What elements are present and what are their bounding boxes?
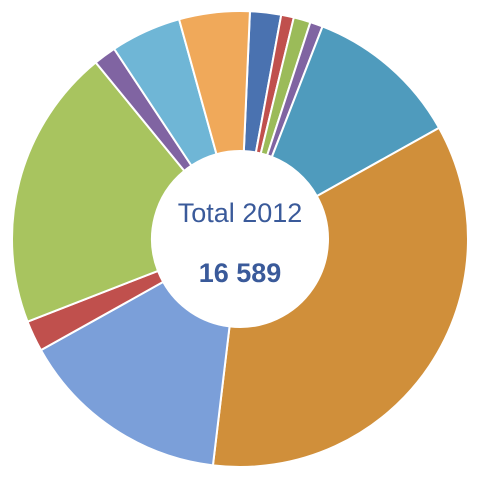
center-total-value: 16 589 bbox=[199, 258, 282, 288]
center-title: Total 2012 bbox=[178, 198, 303, 228]
donut-hole bbox=[152, 151, 328, 327]
